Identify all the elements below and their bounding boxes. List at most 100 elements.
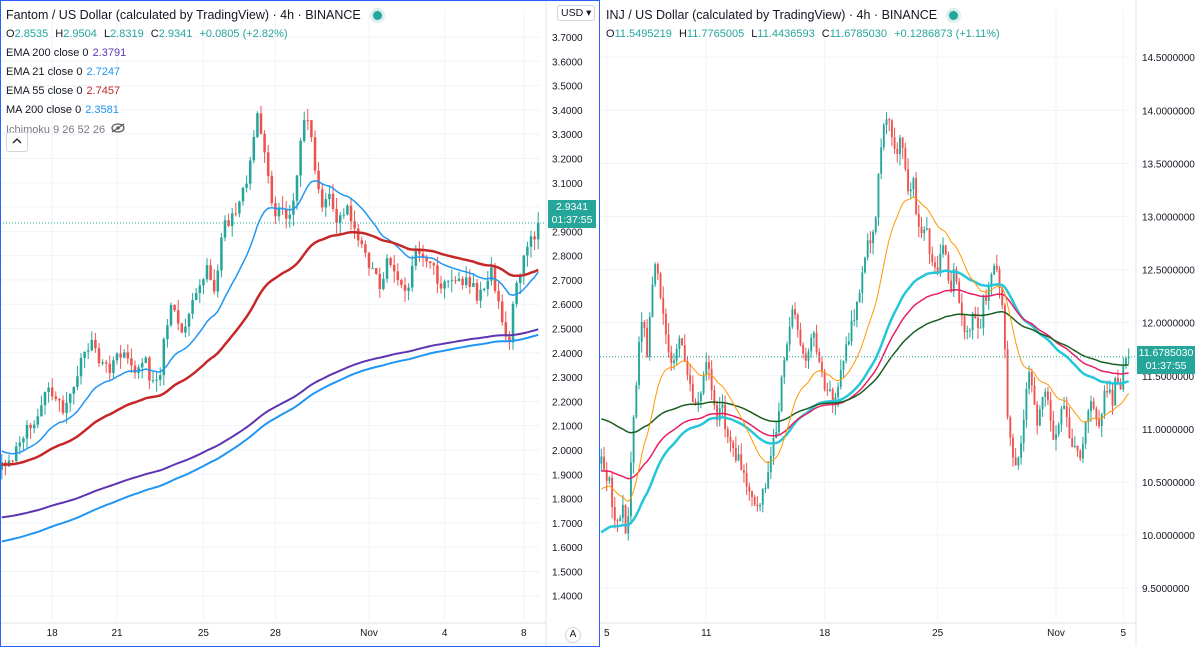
- inj-symbol-title[interactable]: INJ / US Dollar (calculated by TradingVi…: [606, 8, 938, 22]
- candle-body: [678, 338, 681, 349]
- candle-body: [742, 470, 745, 473]
- auto-scale-button[interactable]: A: [565, 627, 581, 643]
- candle-body: [799, 329, 802, 345]
- candle-body: [212, 280, 216, 292]
- inj-chart-panel[interactable]: 9.5000000 10.0000000 10.5000000 11.0000000 1…: [600, 0, 1198, 651]
- candle-body: [1108, 389, 1111, 393]
- candle-body: [392, 264, 396, 272]
- candle-body: [58, 399, 61, 401]
- candle-body: [734, 448, 737, 461]
- candle-body: [812, 332, 815, 338]
- candle-body: [880, 147, 883, 174]
- candle-body: [310, 120, 313, 138]
- candle-body: [683, 345, 686, 361]
- candle-body: [223, 220, 227, 238]
- ftm-title-row[interactable]: Fantom / US Dollar (calculated by Tradin…: [6, 6, 382, 25]
- indicator-ema21[interactable]: EMA 21 close 0 2.7247: [6, 63, 382, 82]
- indicator-label[interactable]: EMA 55 close 0: [6, 85, 83, 97]
- candle-body: [1073, 445, 1076, 447]
- candle-body: [729, 436, 732, 443]
- candle-body: [522, 255, 526, 277]
- candle-body: [726, 429, 729, 437]
- candle-body: [371, 268, 374, 270]
- candle-body: [54, 396, 58, 400]
- candle-body: [877, 173, 880, 218]
- candle-body: [1092, 401, 1095, 409]
- candle-body: [97, 348, 101, 364]
- moving-average-line: [601, 310, 1129, 434]
- currency-label[interactable]: USD: [561, 7, 584, 19]
- candle-body: [958, 281, 961, 303]
- candle-body: [76, 376, 79, 387]
- ftm-chart-canvas[interactable]: 1.4000 1.5000 1.6000 1.7000 1.8000 1.9000 2.00…: [0, 0, 600, 651]
- x-tick-label: 4: [442, 628, 448, 639]
- candle-body: [306, 120, 310, 122]
- ohlc-close-value: 11.6785030: [829, 28, 888, 40]
- candle-body: [274, 203, 277, 217]
- ohlc-open-value: 11.5495219: [614, 28, 672, 40]
- indicator-label[interactable]: MA 200 close 0: [6, 104, 82, 116]
- candle-body: [810, 337, 813, 352]
- indicator-label[interactable]: EMA 21 close 0: [6, 66, 83, 78]
- candle-body: [50, 387, 54, 397]
- ftm-symbol-title[interactable]: Fantom / US Dollar (calculated by Tradin…: [6, 8, 361, 22]
- indicator-label[interactable]: EMA 200 close 0: [6, 47, 89, 59]
- y-tick-label: 2.4000: [552, 349, 583, 360]
- candle-body: [1084, 421, 1087, 444]
- candle-body: [936, 267, 939, 272]
- currency-button[interactable]: USD ▾: [557, 5, 596, 21]
- candle-body: [176, 310, 180, 324]
- candle-body: [756, 504, 759, 507]
- candle-body: [126, 352, 130, 359]
- inj-chart-canvas[interactable]: 9.5000000 10.0000000 10.5000000 11.0000000 1…: [600, 0, 1198, 651]
- candle-body: [104, 362, 108, 364]
- candle-body: [1006, 349, 1009, 418]
- candle-body: [65, 402, 68, 413]
- candle-body: [277, 207, 281, 217]
- last-price-value: 2.9341: [555, 201, 589, 213]
- candle-body: [786, 344, 788, 361]
- candle-body: [611, 477, 614, 507]
- candle-body: [202, 279, 205, 286]
- candle-body: [299, 140, 302, 176]
- y-tick-label: 12.5000000: [1142, 266, 1195, 277]
- candle-body: [1095, 408, 1098, 420]
- candle-body: [230, 213, 234, 226]
- candle-body: [295, 175, 299, 201]
- candle-body: [328, 193, 331, 200]
- candle-body: [968, 330, 971, 332]
- indicator-ema200[interactable]: EMA 200 close 0 2.3791: [6, 44, 382, 63]
- moving-average-line: [1, 180, 539, 455]
- indicator-ichimoku[interactable]: Ichimoku 9 26 52 26: [6, 120, 382, 139]
- ftm-chart-panel[interactable]: 1.4000 1.5000 1.6000 1.7000 1.8000 1.9000 2.00…: [0, 0, 600, 651]
- x-tick-label: 18: [819, 628, 831, 639]
- candle-body: [162, 339, 166, 376]
- candle-body: [115, 353, 119, 361]
- candle-body: [764, 488, 767, 490]
- candle-body: [858, 292, 861, 302]
- y-tick-label: 2.3000: [552, 373, 583, 384]
- y-tick-label: 12.0000000: [1142, 319, 1195, 330]
- x-tick-label: 21: [111, 628, 123, 639]
- candle-body: [629, 462, 632, 517]
- indicator-label[interactable]: Ichimoku 9 26 52 26: [6, 124, 106, 136]
- ohlc-low-value: 2.8319: [110, 28, 144, 40]
- candle-body: [670, 352, 673, 364]
- eye-hidden-icon[interactable]: [111, 120, 125, 139]
- candle-body: [198, 285, 202, 293]
- candle-body: [335, 208, 338, 223]
- candle-body: [155, 379, 158, 381]
- legend-collapse-button[interactable]: [6, 132, 28, 152]
- candle-body: [191, 299, 194, 314]
- indicator-ma200[interactable]: MA 200 close 0 2.3581: [6, 101, 382, 120]
- indicator-ema55[interactable]: EMA 55 close 0 2.7457: [6, 82, 382, 101]
- candle-body: [457, 278, 461, 282]
- candle-body: [1022, 419, 1025, 444]
- inj-ohlc: O11.5495219 H11.7765005 L11.4436593 C11.…: [606, 25, 1004, 44]
- candle-body: [43, 391, 47, 406]
- inj-title-row[interactable]: INJ / US Dollar (calculated by TradingVi…: [606, 6, 1004, 25]
- candle-body: [1076, 445, 1079, 451]
- ohlc-change: +0.0805 (+2.82%): [199, 28, 288, 40]
- candle-body: [248, 160, 252, 184]
- candle-body: [837, 386, 840, 398]
